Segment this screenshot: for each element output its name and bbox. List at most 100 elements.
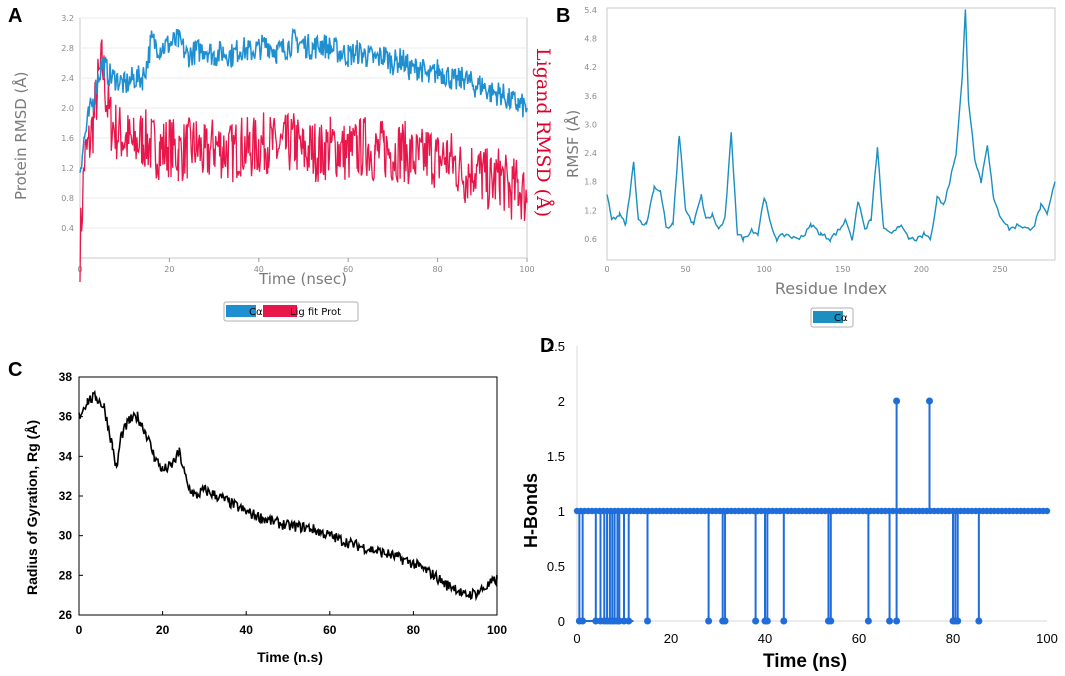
- panel-b-ytick: 1.8: [584, 178, 597, 187]
- panel-b-ytick: 3.6: [584, 92, 597, 101]
- panel-d-ytick: 2: [558, 394, 565, 409]
- panel-a-ytick: 1.6: [61, 134, 74, 143]
- panel-b-ytick: 2.4: [584, 149, 597, 158]
- panel-d-ytick: 1: [558, 504, 565, 519]
- panel-c-xtick: 80: [407, 623, 421, 637]
- panel-a-ytick: 0.4: [61, 224, 74, 233]
- panel-c-ytick: 26: [59, 608, 73, 622]
- panel-b-ytick: 4.8: [584, 35, 597, 44]
- panel-a-xlabel: Time (nsec): [258, 270, 347, 288]
- panel-c-xtick: 40: [240, 623, 254, 637]
- panel-d-ytick: 0.5: [547, 559, 565, 574]
- panel-d-xtick: 80: [946, 631, 960, 646]
- hbond-zero-point: [705, 617, 713, 625]
- protein-rmsd-line: [79, 27, 528, 173]
- panel-c-xtick: 20: [156, 623, 170, 637]
- panel-c-xtick: 0: [76, 623, 83, 637]
- hbond-zero-point: [721, 617, 729, 625]
- legend-label-ca: Cα: [834, 313, 848, 324]
- panel-c-plot-area: [78, 376, 498, 616]
- panel-b: B 0.6 1.2 1.8 2.4 3.0 3.6 4.2 4.8 5.4 0 50 100 150 2…: [556, 5, 1056, 328]
- panel-d-xtick: 40: [758, 631, 772, 646]
- panel-d: D 0 0.5 1 1.5 2 2.5 0 20 40 60 80 100 H-Bonds Time…: [521, 335, 1058, 672]
- panel-a-xtick: 80: [433, 265, 443, 274]
- hbond-zero-point: [954, 617, 962, 625]
- legend-label-ca: Cα: [249, 307, 263, 318]
- panel-b-legend: Cα: [810, 307, 854, 328]
- hbond-zero-point: [644, 617, 651, 625]
- ligand-rmsd-line: [79, 39, 528, 283]
- panel-c-ytick: 28: [59, 568, 73, 582]
- panel-d-xtick: 20: [664, 631, 678, 646]
- panel-a-ytick: 1.2: [61, 164, 74, 173]
- panel-a-xtick: 60: [343, 265, 353, 274]
- hbond-zero-point: [827, 617, 835, 625]
- panel-b-label: B: [556, 5, 570, 27]
- panel-b-ytick: 3.0: [584, 120, 597, 129]
- panel-d-ytick: 2.5: [547, 339, 565, 354]
- panel-c-ytick: 32: [59, 489, 73, 503]
- panel-c-ytick: 38: [59, 370, 73, 384]
- hbond-zero-point: [752, 617, 760, 625]
- legend-swatch-lig: [263, 305, 297, 317]
- hbond-zero-point: [886, 617, 894, 625]
- panel-a-xtick: 40: [254, 265, 264, 274]
- hbond-zero-point: [864, 617, 872, 625]
- rmsf-line: [606, 9, 1056, 244]
- panel-a-xtick: 20: [164, 265, 174, 274]
- panel-a-ytick: 2.0: [61, 104, 74, 113]
- panel-b-ylabel: RMSF (Å): [563, 110, 582, 178]
- panel-d-ytick: 1.5: [547, 449, 565, 464]
- panel-a-ytick: 0.8: [61, 194, 74, 203]
- legend-swatch-ca: [226, 305, 256, 317]
- panel-d-label: D: [540, 335, 554, 357]
- panel-b-xlabel: Residue Index: [775, 279, 887, 298]
- panel-c-ytick: 36: [59, 410, 73, 424]
- panel-d-xtick: 100: [1036, 631, 1058, 646]
- panel-b-xtick: 150: [835, 265, 850, 274]
- hbond-peak-point: [926, 397, 933, 405]
- hbond-point: [1043, 507, 1051, 515]
- panel-b-ytick: 0.6: [584, 235, 597, 244]
- panel-c-ytick: 30: [59, 529, 73, 543]
- panel-b-xtick: 50: [681, 265, 691, 274]
- hbond-zero-point: [780, 617, 788, 625]
- hbond-zero-point: [893, 617, 901, 625]
- legend-swatch-ca: [813, 311, 843, 323]
- hbond-peak-point: [893, 397, 901, 405]
- rg-line: [78, 389, 498, 602]
- panel-a: A 0.40.81.21.62.02.42.83.2 0 20 40 60 80 100 …: [8, 5, 554, 322]
- panel-b-plot-area: [606, 7, 1056, 261]
- panel-d-xtick: 0: [573, 631, 580, 646]
- panel-a-ytick: 2.4: [61, 74, 74, 83]
- panel-c: C 26 28 30 32 34 36 38 0 20 40 60 80 100 Radius of …: [8, 359, 507, 665]
- panel-a-ytick: 2.8: [61, 44, 74, 53]
- panel-c-xtick: 60: [323, 623, 337, 637]
- panel-b-xtick: 0: [604, 265, 609, 274]
- panel-b-ytick: 4.2: [584, 63, 597, 72]
- panel-b-xtick: 100: [757, 265, 772, 274]
- panel-a-ytick: 3.2: [61, 14, 74, 23]
- panel-c-ylabel: Radius of Gyration, Rg (Å): [24, 420, 40, 595]
- panel-c-label: C: [8, 359, 22, 381]
- panel-b-xtick: 200: [914, 265, 929, 274]
- panel-a-ylabel: Protein RMSD (Å): [11, 71, 30, 200]
- panel-c-xlabel: Time (n.s): [257, 649, 323, 665]
- panel-a-legend: Cα Lig fit Prot: [223, 301, 359, 322]
- panel-a-ylabel-right: Ligand RMSD (Å): [532, 48, 554, 217]
- hbond-zero-point: [975, 617, 983, 625]
- panel-b-ytick: 5.4: [584, 6, 597, 15]
- panel-d-ylabel: H-Bonds: [521, 473, 541, 548]
- panel-c-xtick: 100: [487, 623, 507, 637]
- hbond-zero-point: [763, 617, 771, 625]
- panel-d-xlabel: Time (ns): [763, 651, 847, 672]
- panel-a-label: A: [8, 5, 22, 27]
- panel-c-ytick: 34: [59, 449, 73, 463]
- panel-b-ytick: 1.2: [584, 206, 597, 215]
- panel-d-xtick: 60: [852, 631, 866, 646]
- panel-b-xtick: 250: [992, 265, 1007, 274]
- legend-label-lig: Lig fit Prot: [290, 307, 341, 318]
- panel-a-xtick: 100: [519, 265, 534, 274]
- panel-d-ytick: 0: [558, 614, 565, 629]
